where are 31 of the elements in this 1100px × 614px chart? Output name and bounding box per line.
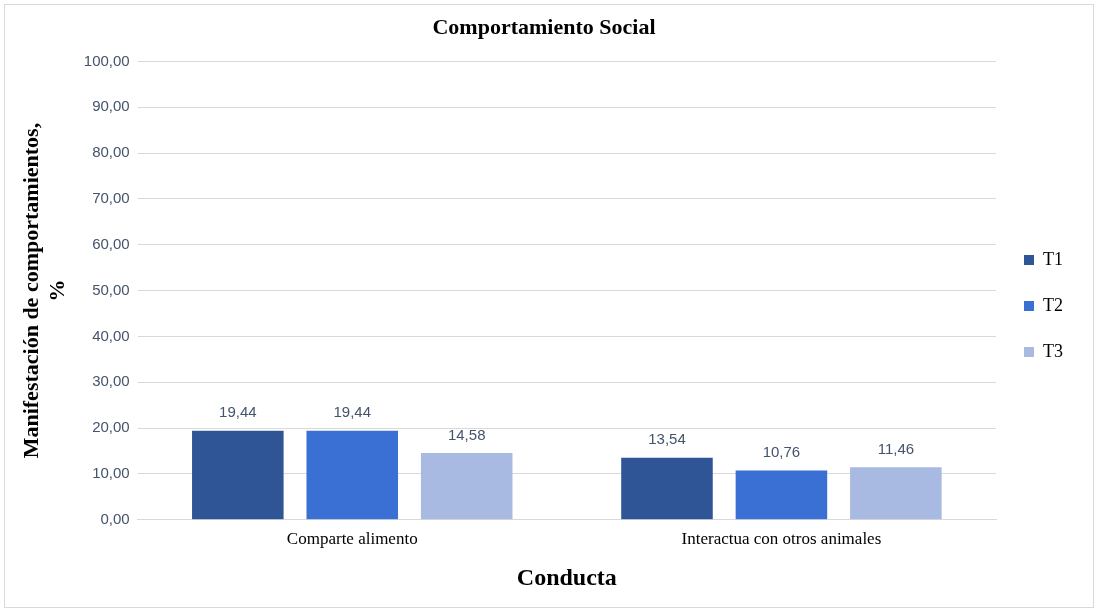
bar xyxy=(192,430,284,520)
data-label: 13,54 xyxy=(648,430,686,448)
y-tick-label: 80,00 xyxy=(92,143,130,161)
y-tick-label: 70,00 xyxy=(92,189,130,207)
y-axis-title: Manifestación de comportamientos, % xyxy=(17,122,70,459)
y-tick-label: 50,00 xyxy=(92,280,130,298)
bar xyxy=(306,430,399,520)
y-tick-label: 0,00 xyxy=(100,509,130,527)
data-label: 11,46 xyxy=(877,439,915,457)
x-tick-label: Comparte alimento xyxy=(286,529,418,549)
legend-label: T3 xyxy=(1043,340,1063,361)
legend-label: T2 xyxy=(1043,294,1063,315)
bar xyxy=(621,457,713,520)
data-label: 10,76 xyxy=(762,443,801,461)
y-tick-label: 60,00 xyxy=(92,234,130,252)
bar xyxy=(420,452,513,520)
chart-title: Comportamiento Social xyxy=(432,13,656,39)
x-axis-title: Conducta xyxy=(516,563,617,590)
y-tick-label: 100,00 xyxy=(83,51,130,69)
y-tick-label: 10,00 xyxy=(92,464,130,482)
legend-label: T1 xyxy=(1043,248,1063,269)
bar xyxy=(735,470,828,520)
data-label: 19,44 xyxy=(219,403,257,421)
y-tick-label: 90,00 xyxy=(92,97,130,115)
y-tick-label: 20,00 xyxy=(92,418,130,436)
x-tick-label: Interactua con otros animales xyxy=(681,529,882,549)
y-tick-label: 40,00 xyxy=(92,326,130,344)
y-tick-label: 30,00 xyxy=(92,372,130,390)
bar xyxy=(850,467,942,520)
data-label: 14,58 xyxy=(447,425,486,443)
data-label: 19,44 xyxy=(333,403,372,421)
